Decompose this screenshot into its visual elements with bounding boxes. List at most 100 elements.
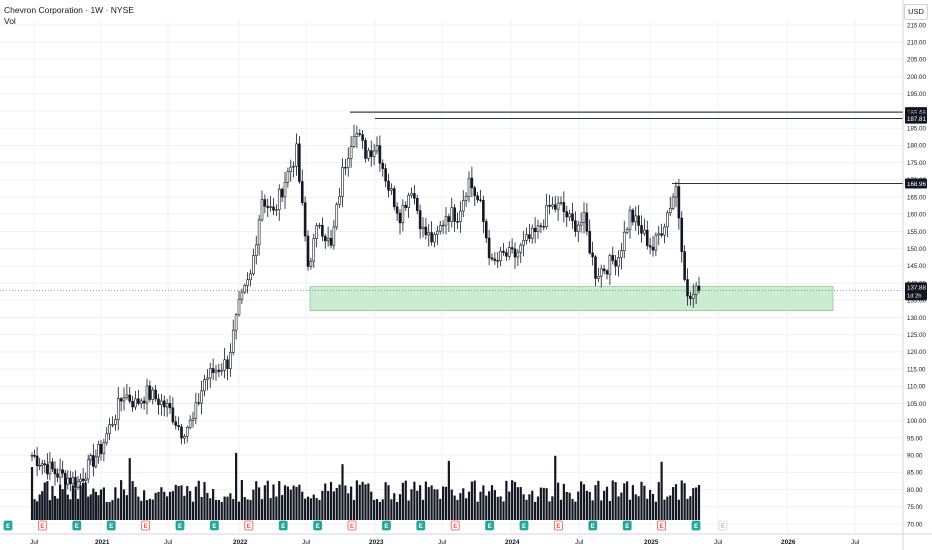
volume-bar — [243, 497, 246, 520]
candle — [321, 224, 324, 237]
earnings-marker[interactable] — [691, 520, 701, 531]
volume-bar — [447, 460, 450, 520]
candle — [648, 245, 652, 248]
candle — [441, 224, 445, 227]
volume-bar — [131, 481, 134, 520]
candle — [608, 255, 612, 275]
candle — [413, 193, 416, 199]
candle — [275, 209, 278, 211]
candle — [145, 385, 149, 404]
earnings-marker[interactable] — [347, 520, 357, 531]
earnings-marker[interactable] — [209, 520, 219, 531]
volume-bar — [266, 480, 269, 520]
volume-bar — [531, 490, 534, 520]
symbol-title[interactable]: Chevron Corporation · 1W · NYSE — [4, 5, 134, 15]
volume-bar — [151, 499, 154, 520]
candle — [657, 233, 661, 236]
earnings-marker-label: E — [384, 524, 388, 530]
volume-bar — [436, 489, 439, 520]
volume-bar — [559, 499, 563, 520]
volume-bar — [381, 499, 384, 520]
candle — [92, 455, 95, 467]
volume-bar — [355, 480, 358, 520]
time-tick-label: Jul — [575, 539, 584, 546]
candle — [341, 166, 344, 197]
candle — [487, 237, 491, 259]
volume-bar — [456, 499, 459, 520]
volume-bar — [571, 498, 574, 520]
support-zone[interactable] — [309, 286, 834, 311]
candle — [459, 210, 462, 223]
earnings-marker[interactable] — [450, 520, 460, 531]
earnings-marker[interactable] — [72, 520, 82, 531]
earnings-marker[interactable] — [141, 520, 151, 531]
candle — [272, 206, 275, 211]
volume-bar — [614, 482, 617, 520]
volume-bar — [99, 489, 103, 520]
volume-bar — [212, 489, 215, 520]
candle — [395, 206, 399, 214]
volume-bar — [562, 483, 565, 520]
earnings-marker[interactable] — [416, 520, 426, 531]
earnings-marker[interactable] — [381, 520, 391, 531]
currency-button[interactable]: USD — [904, 4, 928, 20]
candle — [597, 275, 600, 279]
candle — [530, 227, 534, 239]
earnings-marker[interactable] — [622, 520, 632, 531]
volume-bar — [324, 483, 327, 520]
earnings-marker[interactable] — [3, 520, 13, 531]
candle — [438, 225, 442, 232]
candle — [243, 285, 247, 293]
earnings-marker[interactable] — [244, 520, 254, 531]
volume-bar — [545, 488, 548, 520]
earnings-marker-label: E — [281, 524, 285, 530]
volume-bar — [335, 487, 338, 520]
price-tick-label: 160.00 — [907, 212, 926, 219]
volume-indicator-label[interactable]: Vol — [4, 16, 16, 26]
candle — [384, 168, 387, 182]
volume-bar — [278, 481, 281, 520]
candle — [689, 295, 692, 299]
candle — [418, 210, 422, 230]
candle — [177, 425, 180, 428]
earnings-marker[interactable] — [38, 520, 47, 531]
volume-bar — [281, 495, 284, 520]
candle — [165, 403, 169, 408]
earnings-marker[interactable] — [175, 520, 185, 531]
price-tick-label: 125.00 — [907, 332, 926, 339]
candle — [53, 468, 57, 475]
candle — [79, 478, 82, 482]
candle — [565, 211, 569, 218]
future-earnings-marker[interactable] — [718, 520, 728, 531]
earnings-marker-label: E — [316, 524, 320, 530]
volume-bar — [223, 496, 226, 520]
earnings-marker[interactable] — [519, 520, 529, 531]
volume-bar — [79, 485, 82, 520]
earnings-marker[interactable] — [485, 520, 495, 531]
earnings-marker[interactable] — [106, 520, 116, 531]
earnings-marker[interactable] — [278, 520, 288, 531]
candle — [513, 248, 517, 258]
earnings-marker-label: E — [212, 524, 216, 530]
earnings-marker[interactable] — [554, 520, 563, 531]
earnings-marker-label: E — [453, 524, 457, 530]
volume-bar — [580, 481, 583, 520]
price-label-bg — [905, 178, 927, 189]
candle — [206, 377, 209, 380]
candle — [582, 212, 586, 223]
earnings-marker[interactable] — [313, 520, 323, 531]
volume-bar — [295, 486, 298, 520]
volume-bar — [608, 500, 611, 520]
candle — [654, 234, 658, 251]
earnings-marker[interactable] — [588, 520, 598, 531]
candle — [194, 402, 198, 419]
volume-bar — [490, 485, 494, 520]
volume-bar — [488, 491, 491, 520]
volume-bar — [137, 496, 140, 520]
earnings-marker-label: E — [660, 524, 664, 530]
volume-bar — [183, 495, 186, 520]
volume-bar — [375, 499, 379, 520]
earnings-marker[interactable] — [657, 520, 666, 531]
volume-bar — [453, 495, 456, 520]
